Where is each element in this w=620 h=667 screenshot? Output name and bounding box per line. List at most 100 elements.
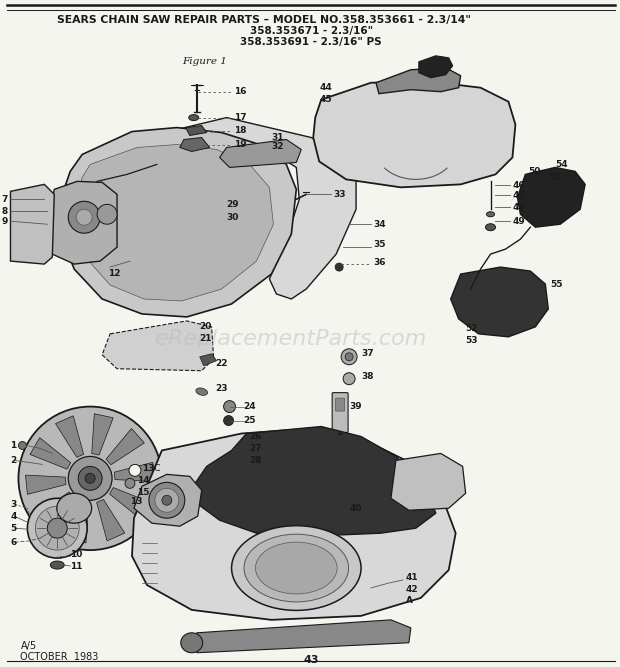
Ellipse shape — [281, 428, 331, 478]
Polygon shape — [25, 475, 66, 494]
Text: 45: 45 — [319, 95, 332, 104]
Polygon shape — [313, 82, 515, 187]
Ellipse shape — [196, 388, 208, 396]
Polygon shape — [30, 438, 71, 469]
Polygon shape — [67, 502, 89, 543]
Ellipse shape — [485, 223, 495, 231]
Text: 11: 11 — [70, 562, 82, 570]
Polygon shape — [186, 125, 206, 135]
Polygon shape — [92, 414, 113, 455]
Text: 14: 14 — [137, 476, 149, 485]
Circle shape — [162, 496, 172, 505]
Text: 28: 28 — [249, 456, 262, 465]
Text: 17: 17 — [234, 113, 246, 122]
Text: 39: 39 — [349, 402, 361, 411]
Text: 20: 20 — [200, 322, 212, 331]
Text: 10: 10 — [70, 550, 82, 558]
Text: 52: 52 — [466, 324, 478, 334]
Text: 35: 35 — [373, 239, 386, 249]
Text: 42: 42 — [406, 586, 419, 594]
Ellipse shape — [244, 534, 348, 602]
Polygon shape — [56, 416, 84, 458]
Text: 32: 32 — [272, 143, 284, 151]
Circle shape — [85, 474, 95, 484]
Circle shape — [97, 204, 117, 224]
Ellipse shape — [50, 561, 64, 569]
Ellipse shape — [255, 542, 337, 594]
Polygon shape — [200, 354, 216, 366]
Text: 24: 24 — [244, 402, 256, 411]
Text: 9: 9 — [1, 217, 7, 225]
Text: A/5: A/5 — [20, 641, 37, 651]
Circle shape — [341, 349, 357, 365]
Text: 30: 30 — [226, 213, 239, 221]
Text: 40: 40 — [349, 504, 361, 513]
Text: 34: 34 — [373, 219, 386, 229]
Polygon shape — [391, 454, 466, 510]
Polygon shape — [110, 488, 150, 519]
Text: A: A — [406, 596, 413, 606]
Polygon shape — [132, 428, 456, 620]
Text: 50: 50 — [528, 167, 541, 176]
Polygon shape — [376, 68, 461, 93]
Text: 37: 37 — [361, 350, 374, 358]
Circle shape — [78, 466, 102, 490]
Text: 21: 21 — [200, 334, 212, 344]
Polygon shape — [197, 620, 411, 653]
Polygon shape — [180, 137, 210, 151]
Circle shape — [155, 488, 179, 512]
Circle shape — [76, 209, 92, 225]
Text: 22: 22 — [216, 360, 228, 368]
Polygon shape — [60, 127, 296, 317]
Text: 23: 23 — [216, 384, 228, 393]
Text: 54: 54 — [556, 160, 568, 169]
Text: 48: 48 — [513, 203, 525, 212]
Polygon shape — [97, 500, 125, 541]
Circle shape — [19, 407, 162, 550]
Text: 31: 31 — [272, 133, 284, 141]
Text: SEARS CHAIN SAW REPAIR PARTS – MODEL NO.358.353661 - 2.3/14": SEARS CHAIN SAW REPAIR PARTS – MODEL NO.… — [57, 15, 471, 25]
Text: 25: 25 — [244, 416, 256, 425]
Polygon shape — [451, 267, 548, 337]
Text: 44: 44 — [319, 83, 332, 92]
Text: 13: 13 — [130, 497, 143, 506]
Text: 15: 15 — [137, 488, 149, 497]
Circle shape — [129, 464, 141, 476]
Ellipse shape — [57, 494, 92, 523]
Ellipse shape — [287, 434, 326, 472]
Text: 13: 13 — [142, 464, 154, 473]
Text: 16: 16 — [234, 87, 246, 96]
Polygon shape — [114, 462, 155, 482]
Polygon shape — [46, 181, 117, 264]
Text: 53: 53 — [466, 336, 478, 346]
Circle shape — [27, 498, 87, 558]
Circle shape — [343, 373, 355, 385]
Polygon shape — [343, 454, 376, 484]
Text: 27: 27 — [249, 444, 262, 453]
Text: 8: 8 — [1, 207, 7, 215]
Text: Figure 1: Figure 1 — [182, 57, 227, 66]
Text: 46: 46 — [513, 181, 525, 190]
Circle shape — [345, 353, 353, 361]
Text: 49: 49 — [513, 217, 525, 225]
Text: 358.353671 - 2.3/16": 358.353671 - 2.3/16" — [250, 26, 373, 36]
Text: 47: 47 — [513, 191, 525, 200]
Text: 358.353691 - 2.3/16" PS: 358.353691 - 2.3/16" PS — [241, 37, 382, 47]
Text: 3: 3 — [11, 500, 17, 509]
Polygon shape — [76, 145, 273, 301]
Text: OCTOBER  1983: OCTOBER 1983 — [20, 652, 99, 662]
Polygon shape — [102, 321, 214, 371]
Text: 6: 6 — [11, 538, 17, 547]
Text: 41: 41 — [406, 574, 419, 582]
Text: 12: 12 — [108, 269, 120, 278]
Polygon shape — [219, 139, 301, 167]
Text: 18: 18 — [234, 126, 246, 135]
Circle shape — [149, 482, 185, 518]
Text: 7: 7 — [1, 195, 7, 204]
Ellipse shape — [188, 115, 198, 121]
Circle shape — [68, 201, 100, 233]
Text: 36: 36 — [373, 257, 386, 267]
Polygon shape — [419, 56, 453, 78]
Text: 2: 2 — [11, 456, 17, 465]
Ellipse shape — [232, 526, 361, 610]
